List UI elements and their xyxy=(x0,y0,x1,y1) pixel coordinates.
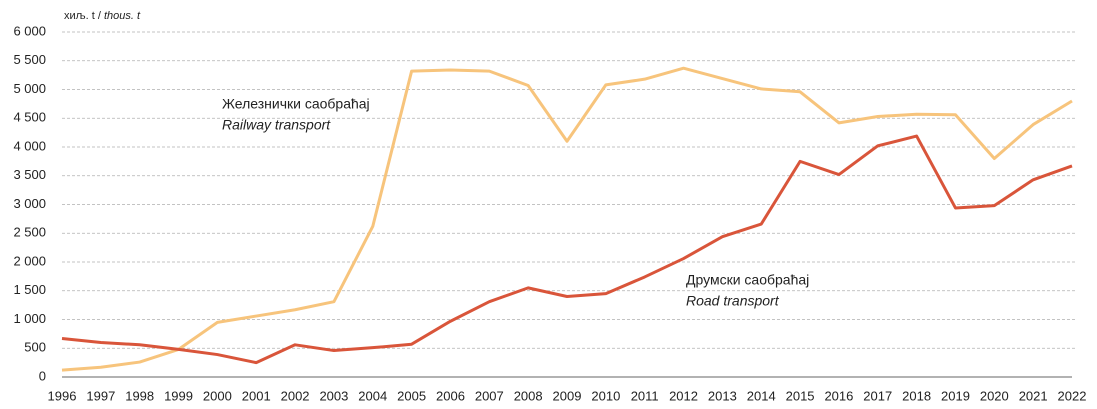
y-tick-label: 5 000 xyxy=(13,81,46,96)
y-tick-label: 4 000 xyxy=(13,138,46,153)
x-tick-label: 2015 xyxy=(786,388,815,403)
y-tick-label: 3 500 xyxy=(13,167,46,182)
x-tick-label: 2000 xyxy=(203,388,232,403)
x-tick-label: 2006 xyxy=(436,388,465,403)
series-label-en: Road transport xyxy=(686,293,780,309)
x-tick-label: 1999 xyxy=(164,388,193,403)
line-series xyxy=(61,134,1073,365)
x-tick-label: 2013 xyxy=(708,388,737,403)
x-tick-label: 2010 xyxy=(591,388,620,403)
y-axis-label: хиљ. t / thous. t xyxy=(64,10,141,22)
line-series xyxy=(61,66,1073,372)
series-label: Железнички саобраћај xyxy=(222,96,370,112)
x-tick-label: 2016 xyxy=(824,388,853,403)
x-tick-label: 1998 xyxy=(125,388,154,403)
x-tick-label: 2022 xyxy=(1058,388,1087,403)
x-tick-label: 2009 xyxy=(553,388,582,403)
x-tick-label: 2005 xyxy=(397,388,426,403)
y-tick-label: 3 000 xyxy=(13,196,46,211)
y-tick-label: 6 000 xyxy=(13,23,46,38)
x-tick-label: 2014 xyxy=(747,388,776,403)
y-tick-label: 1 500 xyxy=(13,282,46,297)
series-label: Друмски саобраћај xyxy=(686,272,809,288)
x-tick-label: 1997 xyxy=(86,388,115,403)
y-tick-label: 500 xyxy=(24,340,46,355)
y-tick-label: 1 000 xyxy=(13,311,46,326)
x-tick-label: 1996 xyxy=(48,388,77,403)
x-tick-label: 2003 xyxy=(319,388,348,403)
x-tick-label: 2019 xyxy=(941,388,970,403)
x-tick-label: 2007 xyxy=(475,388,504,403)
x-tick-label: 2004 xyxy=(358,388,387,403)
y-tick-label: 4 500 xyxy=(13,110,46,125)
y-tick-label: 2 000 xyxy=(13,253,46,268)
x-tick-label: 2012 xyxy=(669,388,698,403)
x-tick-label: 2002 xyxy=(281,388,310,403)
x-tick-label: 2018 xyxy=(902,388,931,403)
x-tick-label: 2011 xyxy=(631,388,659,403)
y-tick-label: 5 500 xyxy=(13,52,46,67)
x-tick-label: 2008 xyxy=(514,388,543,403)
x-tick-label: 2001 xyxy=(242,388,271,403)
x-tick-label: 2017 xyxy=(863,388,892,403)
series-label-en: Railway transport xyxy=(222,117,331,133)
y-tick-label: 0 xyxy=(39,368,46,383)
y-tick-label: 2 500 xyxy=(13,225,46,240)
x-tick-label: 2021 xyxy=(1019,388,1048,403)
x-tick-label: 2020 xyxy=(980,388,1009,403)
